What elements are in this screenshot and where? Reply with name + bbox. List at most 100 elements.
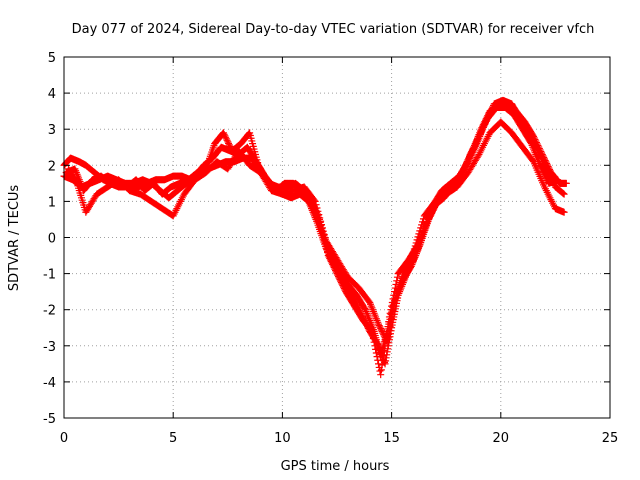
data-point xyxy=(322,243,330,251)
data-point xyxy=(222,133,230,141)
x-tick-label: 20 xyxy=(493,431,510,446)
data-point xyxy=(374,320,382,328)
data-point xyxy=(559,190,567,198)
data-point xyxy=(316,218,324,226)
data-point xyxy=(546,172,554,180)
data-point xyxy=(540,170,548,178)
data-point xyxy=(482,117,490,125)
data-point xyxy=(470,143,478,151)
data-point xyxy=(326,256,334,264)
data-point xyxy=(392,280,400,288)
data-point xyxy=(541,172,549,180)
data-point xyxy=(379,329,387,337)
data-point xyxy=(221,132,229,140)
data-point xyxy=(321,240,329,248)
data-point xyxy=(224,138,232,146)
data-point xyxy=(423,219,431,227)
data-point xyxy=(386,309,394,317)
data-point xyxy=(219,129,227,137)
data-point xyxy=(329,261,337,269)
data-point xyxy=(393,273,401,281)
data-point xyxy=(480,122,488,130)
y-tick-label: 4 xyxy=(48,87,56,102)
data-point xyxy=(428,209,436,217)
data-point xyxy=(335,274,343,282)
data-point xyxy=(540,159,548,167)
data-point xyxy=(372,345,380,353)
y-tick-label: -5 xyxy=(43,412,56,427)
data-point xyxy=(476,131,484,139)
data-point xyxy=(339,282,347,290)
data-point xyxy=(382,337,390,345)
data-point xyxy=(388,298,396,306)
y-tick-label: 1 xyxy=(48,195,56,210)
data-point xyxy=(365,297,373,305)
x-tick-label: 25 xyxy=(602,431,619,446)
data-point xyxy=(321,237,329,245)
data-point xyxy=(469,144,477,152)
data-point xyxy=(336,276,344,284)
data-point xyxy=(378,361,386,369)
data-point xyxy=(379,356,387,364)
x-tick-label: 15 xyxy=(383,431,400,446)
data-point xyxy=(467,149,475,157)
data-point xyxy=(316,215,324,223)
data-point xyxy=(385,318,393,326)
data-point xyxy=(538,164,546,172)
data-point xyxy=(423,218,431,226)
data-point xyxy=(367,326,375,334)
data-point xyxy=(543,166,551,174)
data-point xyxy=(334,273,342,281)
data-point xyxy=(559,189,567,197)
data-point xyxy=(474,135,482,143)
data-point xyxy=(337,277,345,285)
data-point xyxy=(481,120,489,128)
data-point xyxy=(370,338,378,346)
data-point xyxy=(389,295,397,303)
y-tick-label: 2 xyxy=(48,159,56,174)
data-point xyxy=(541,162,549,170)
data-point xyxy=(337,279,345,287)
data-point xyxy=(377,326,385,334)
y-tick-label: 3 xyxy=(48,123,56,138)
data-point xyxy=(330,264,338,272)
y-axis-label: SDTVAR / TECUs xyxy=(7,185,22,292)
data-point xyxy=(385,313,393,321)
data-point xyxy=(472,138,480,146)
data-point xyxy=(384,323,392,331)
data-point xyxy=(383,327,391,335)
data-point xyxy=(383,332,391,340)
data-point xyxy=(544,168,552,176)
y-tick-label: 5 xyxy=(48,51,56,66)
data-point xyxy=(413,242,421,250)
data-point xyxy=(388,302,396,310)
data-point xyxy=(320,234,328,241)
data-point xyxy=(527,138,535,146)
data-point xyxy=(468,146,476,154)
data-point xyxy=(324,252,332,260)
data-point xyxy=(373,353,381,361)
data-point xyxy=(540,169,548,177)
data-point xyxy=(427,210,435,218)
data-point xyxy=(332,268,340,276)
data-point xyxy=(471,141,479,149)
data-point xyxy=(318,227,326,235)
data-point xyxy=(473,137,481,145)
data-point xyxy=(425,215,433,223)
data-point xyxy=(329,262,337,270)
data-point xyxy=(546,171,554,179)
data-point xyxy=(326,255,334,263)
data-point xyxy=(333,270,341,278)
data-point xyxy=(222,135,230,143)
data-point xyxy=(542,163,550,171)
data-point xyxy=(554,176,562,184)
data-point xyxy=(545,169,553,177)
data-point xyxy=(376,323,384,331)
chart-title: Day 077 of 2024, Sidereal Day-to-day VTE… xyxy=(72,22,595,37)
x-tick-label: 10 xyxy=(274,431,291,446)
y-tick-label: -4 xyxy=(43,376,56,391)
data-point xyxy=(468,147,476,155)
data-point xyxy=(369,331,377,339)
data-point xyxy=(380,347,388,355)
data-point xyxy=(369,335,377,343)
